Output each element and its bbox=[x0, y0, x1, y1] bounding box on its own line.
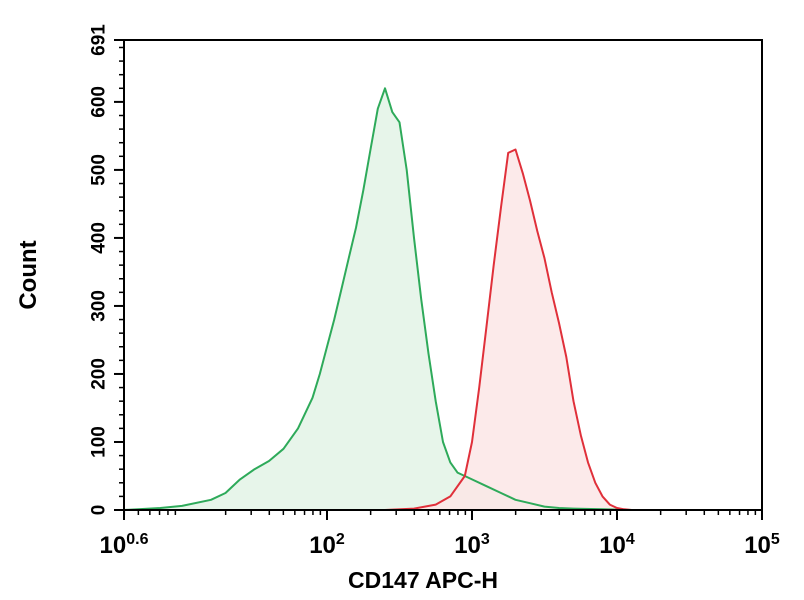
plot-frame bbox=[123, 39, 763, 511]
y-axis-label: Count bbox=[15, 240, 42, 309]
x-tick-label: 100.6 bbox=[100, 531, 149, 559]
series-layer bbox=[123, 87, 632, 511]
x-tick-label: 103 bbox=[454, 531, 490, 559]
y-tick-label: 100 bbox=[89, 426, 110, 458]
x-tick-label: 102 bbox=[309, 531, 345, 559]
y-tick-label: 600 bbox=[89, 86, 110, 118]
series-2-line bbox=[384, 148, 632, 511]
x-axis: 100.6 102 103 104 105 bbox=[100, 510, 780, 559]
y-axis: 0 100 200 300 400 500 600 691 bbox=[89, 24, 124, 516]
x-tick-label: 105 bbox=[744, 531, 780, 559]
y-tick-label: 300 bbox=[89, 290, 110, 322]
y-tick-label: 200 bbox=[89, 358, 110, 390]
y-tick-label: 500 bbox=[89, 154, 110, 186]
series-2-area bbox=[385, 149, 632, 510]
y-tick-label: 691 bbox=[89, 24, 110, 56]
series-1-area bbox=[124, 88, 632, 511]
series-1-line bbox=[123, 87, 632, 511]
x-tick-label: 104 bbox=[599, 531, 635, 559]
x-axis-label: CD147 APC-H bbox=[348, 567, 498, 593]
y-tick-label: 400 bbox=[89, 222, 110, 254]
y-tick-label: 0 bbox=[89, 505, 110, 516]
